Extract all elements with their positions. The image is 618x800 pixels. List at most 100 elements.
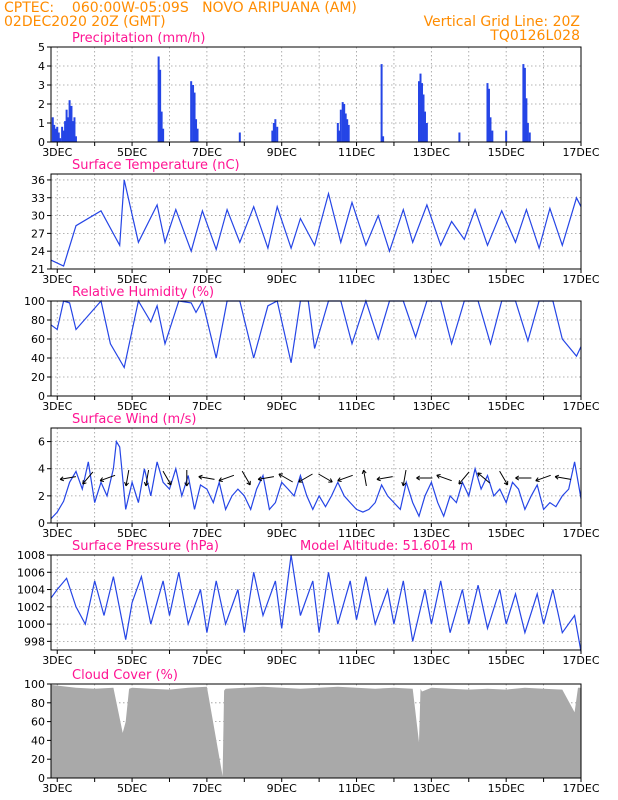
- y-tick-label: 3: [38, 79, 45, 92]
- y-tick-label: 40: [31, 352, 45, 365]
- x-tick-label: 15DEC: [488, 400, 525, 413]
- x-tick-label: 9DEC: [267, 527, 297, 540]
- precip-bar: [522, 64, 525, 142]
- panel-temp: 21 24 27 30 33 36 3DEC 5DEC 7DEC 9DEC 11DEC 13DEC 15…: [31, 158, 600, 286]
- wind-arrow: [477, 472, 491, 484]
- precip-bar: [343, 104, 346, 142]
- precip-bar: [74, 136, 77, 142]
- precip-bar: [418, 81, 421, 142]
- x-tick-label: 17DEC: [562, 654, 599, 667]
- precip-bar: [195, 119, 198, 142]
- y-tick-label: 1004: [17, 584, 45, 597]
- precip-bar: [380, 64, 383, 142]
- y-tick-label: 998: [24, 635, 45, 648]
- y-tick-label: 27: [31, 227, 45, 240]
- x-tick-label: 11DEC: [338, 654, 375, 667]
- wind-line: [50, 439, 582, 520]
- x-tick-label: 11DEC: [338, 527, 375, 540]
- y-tick-label: 40: [31, 734, 45, 747]
- wind-arrow: [241, 470, 251, 486]
- wind-arrow: [257, 476, 274, 482]
- y-tick-label: 0: [38, 390, 45, 403]
- rh-line: [50, 299, 582, 370]
- y-tick-label: 100: [24, 678, 45, 691]
- y-tick-label: 60: [31, 716, 45, 729]
- precip-bar: [526, 123, 529, 142]
- x-tick-label: 15DEC: [488, 273, 525, 286]
- precip-bar: [59, 138, 62, 142]
- x-tick-label: 7DEC: [192, 400, 222, 413]
- plot-frame: [50, 300, 582, 397]
- wind-arrow: [401, 470, 407, 487]
- header-model-id: TQ0126L028: [489, 28, 580, 44]
- x-tick-label: 13DEC: [413, 400, 450, 413]
- precip-bar: [458, 132, 461, 142]
- x-tick-label: 15DEC: [488, 782, 525, 795]
- y-tick-label: 4: [38, 60, 45, 73]
- y-tick-label: 30: [31, 210, 45, 223]
- x-tick-label: 11DEC: [338, 273, 375, 286]
- panel-rh: 0 20 40 60 80 100 3DEC 5DEC 7DEC 9DEC 11DEC 13DEC 15…: [24, 285, 600, 413]
- x-tick-label: 5DEC: [117, 400, 147, 413]
- wind-arrow: [99, 474, 116, 482]
- x-tick-label: 13DEC: [413, 654, 450, 667]
- precip-bar: [422, 94, 425, 142]
- precip-bar: [54, 128, 57, 142]
- precip-bar: [274, 119, 277, 142]
- precip-bar: [70, 105, 73, 142]
- header-run-time: 02DEC2020 20Z (GMT): [4, 14, 166, 30]
- precip-bar: [339, 109, 342, 142]
- precip-bar: [157, 56, 160, 142]
- header-grid-line: Vertical Grid Line: 20Z: [424, 14, 580, 30]
- precip-bar: [196, 128, 199, 142]
- precip-bar: [238, 132, 241, 142]
- plot-frame: [50, 427, 582, 524]
- x-tick-label: 9DEC: [267, 400, 297, 413]
- precip-bar: [193, 92, 196, 142]
- x-tick-label: 13DEC: [413, 146, 450, 159]
- precip-bar: [272, 123, 275, 142]
- panel-title: Surface Temperature (nC): [72, 158, 240, 173]
- plot-frame: [50, 554, 582, 651]
- precip-bar: [487, 88, 490, 142]
- panel-precip: 0 1 2 3 4 5 3DEC 5DEC 7DEC 9DEC 11DEC 13DEC 15DEC 17D…: [38, 31, 600, 159]
- precip-bar: [53, 124, 56, 142]
- x-tick-label: 5DEC: [117, 273, 147, 286]
- precip-bar: [61, 126, 64, 142]
- precip-bar: [56, 126, 59, 142]
- panel-title: Relative Humidity (%): [72, 285, 214, 300]
- panel-pressure: 998 1000 1002 1004 1006 1008 3DEC 5DEC 7DEC 9DEC 1…: [17, 539, 600, 667]
- x-tick-label: 3DEC: [42, 273, 72, 286]
- x-tick-label: 17DEC: [562, 273, 599, 286]
- panel-title: Surface Pressure (hPa): [72, 539, 219, 554]
- y-tick-label: 21: [31, 263, 45, 276]
- y-tick-label: 1002: [17, 601, 45, 614]
- plot-frame: [50, 173, 582, 270]
- y-tick-label: 33: [31, 192, 45, 205]
- precip-bar: [65, 109, 68, 142]
- x-tick-label: 3DEC: [42, 782, 72, 795]
- precip-bar: [51, 117, 54, 142]
- panels: 0 1 2 3 4 5 3DEC 5DEC 7DEC 9DEC 11DEC 13DEC 15DEC 17D…: [17, 31, 600, 795]
- x-tick-label: 3DEC: [42, 654, 72, 667]
- precip-bar: [73, 117, 76, 142]
- precip-bar: [344, 113, 347, 142]
- panel-title: Cloud Cover (%): [72, 668, 178, 683]
- precip-bar: [336, 123, 339, 142]
- x-tick-label: 9DEC: [267, 146, 297, 159]
- x-tick-label: 11DEC: [338, 400, 375, 413]
- precip-bar: [190, 81, 193, 142]
- y-tick-label: 80: [31, 697, 45, 710]
- x-tick-label: 3DEC: [42, 146, 72, 159]
- plot-frame: [50, 46, 582, 143]
- x-tick-label: 5DEC: [117, 654, 147, 667]
- precip-bar: [71, 121, 74, 142]
- precip-bar: [64, 121, 67, 142]
- plot-frame: [50, 683, 582, 779]
- y-tick-label: 80: [31, 314, 45, 327]
- wind-arrow: [337, 474, 353, 482]
- y-tick-label: 1000: [17, 618, 45, 631]
- precip-bar: [491, 130, 494, 142]
- y-tick-label: 60: [31, 333, 45, 346]
- wind-arrow: [554, 474, 571, 480]
